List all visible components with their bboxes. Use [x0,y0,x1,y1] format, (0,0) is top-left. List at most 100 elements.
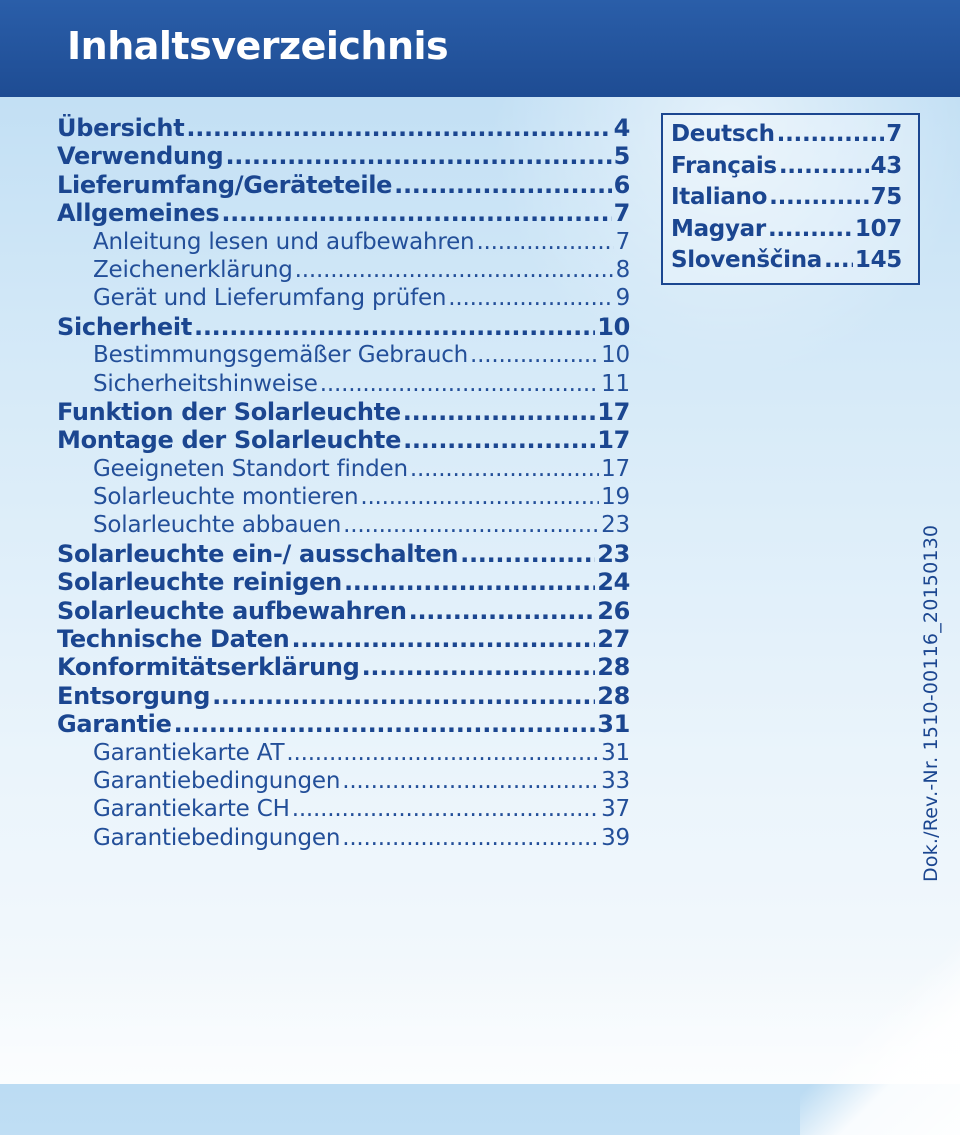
toc-subentry[interactable]: Anleitung lesen und aufbewahren 7 [57,228,630,256]
language-name: Italiano [671,184,768,210]
dot-leader [470,341,599,369]
page-curl-decoration [800,935,960,1135]
toc-entry-page: 24 [597,568,630,597]
toc-entry[interactable]: Solarleuchte reinigen 24 [57,568,630,596]
toc-entry-title: Solarleuchte ein-/ ausschalten [57,539,459,568]
language-entry[interactable]: Français 43 [671,151,902,183]
toc-entry-page: 17 [597,397,630,426]
toc-entry[interactable]: Übersicht 4 [57,114,630,142]
toc-entry-title: Montage der Solarleuchte [57,426,402,455]
toc-entry-title: Garantiekarte CH [93,796,290,823]
dot-leader [403,426,595,454]
toc-entry-page: 7 [615,228,630,255]
toc-subentry[interactable]: Gerät und Lieferumfang prüfen 9 [57,284,630,312]
language-page: 7 [886,121,902,147]
toc-entry-page: 4 [613,114,630,142]
toc-subentry[interactable]: Solarleuchte montieren 19 [57,483,630,511]
toc-entry-page: 11 [601,370,630,397]
toc-entry[interactable]: Sicherheit 10 [57,313,630,341]
toc-entry[interactable]: Solarleuchte ein-/ ausschalten 23 [57,540,630,568]
toc-entry-title: Entsorgung [57,681,211,710]
toc-entry[interactable]: Lieferumfang/Geräteteile 6 [57,171,630,199]
dot-leader [403,398,595,426]
toc-entry-page: 31 [597,710,630,739]
dot-leader [394,171,611,199]
toc-entry[interactable]: Verwendung 5 [57,142,630,170]
language-entry[interactable]: Deutsch 7 [671,119,902,151]
dot-leader [342,824,599,852]
dot-leader [186,114,611,142]
dot-leader [292,795,599,823]
toc-entry-title: Geeigneten Standort finden [93,455,408,482]
toc-entry[interactable]: Solarleuchte aufbewahren 26 [57,597,630,625]
toc-entry-title: Solarleuchte abbauen [93,512,342,539]
dot-leader [768,214,853,245]
toc-subentry[interactable]: Garantiekarte AT 31 [57,739,630,767]
toc-entry-title: Technische Daten [57,625,290,654]
toc-entry-title: Allgemeines [57,199,220,228]
toc-entry-title: Gerät und Lieferumfang prüfen [93,285,447,312]
toc-entry[interactable]: Entsorgung 28 [57,682,630,710]
language-page: 43 [870,152,902,179]
language-page: 107 [854,215,902,242]
toc-entry-title: Solarleuchte reinigen [57,568,342,597]
language-name: Slovenščina [671,247,823,273]
toc-subentry[interactable]: Geeigneten Standort finden 17 [57,455,630,483]
dot-leader [320,370,599,398]
dot-leader [221,199,611,227]
toc-entry[interactable]: Allgemeines 7 [57,199,630,227]
dot-leader [174,710,596,738]
toc-entry-page: 9 [615,285,630,312]
toc-subentry[interactable]: Garantiebedingungen 33 [57,767,630,795]
toc-entry-page: 26 [597,596,630,625]
toc-entry-title: Anleitung lesen und aufbewahren [93,228,475,255]
dot-leader [410,455,599,483]
toc-entry-title: Garantiebedingungen [93,824,341,851]
toc-subentry[interactable]: Garantiekarte CH 37 [57,795,630,823]
language-name: Deutsch [671,121,775,147]
dot-leader [286,739,599,767]
dot-leader [769,182,868,213]
toc-subentry[interactable]: Bestimmungsgemäßer Gebrauch 10 [57,341,630,369]
dot-leader [779,151,869,182]
toc-entry-title: Übersicht [57,114,185,142]
toc-entry-title: Verwendung [57,142,224,171]
toc-subentry[interactable]: Zeichenerklärung 8 [57,256,630,284]
toc-entry-page: 10 [597,312,630,341]
toc-entry[interactable]: Funktion der Solarleuchte 17 [57,398,630,426]
dot-leader [409,597,596,625]
language-entry[interactable]: Italiano 75 [671,182,902,214]
toc-entry-title: Garantie [57,710,172,739]
toc-entry[interactable]: Technische Daten 27 [57,625,630,653]
language-entry[interactable]: Slovenščina 145 [671,245,902,277]
toc-entry-title: Garantiebedingungen [93,767,341,794]
toc-entry-page: 28 [597,653,630,682]
dot-leader [344,568,595,596]
toc-entry-title: Solarleuchte aufbewahren [57,596,407,625]
language-page: 75 [870,184,902,210]
dot-leader [476,228,613,256]
dot-leader [342,767,599,795]
toc-entry-page: 28 [597,681,630,710]
dot-leader [824,245,853,276]
toc-entry-page: 27 [597,625,630,654]
toc-entry-title: Solarleuchte montieren [93,484,359,511]
dot-leader [360,483,599,511]
toc-entry[interactable]: Konformitätserklärung 28 [57,653,630,681]
toc-entry-title: Bestimmungsgemäßer Gebrauch [93,342,469,369]
toc-entry-title: Funktion der Solarleuchte [57,397,401,426]
toc-entry-page: 10 [601,342,630,369]
dot-leader [343,511,599,539]
toc-entry[interactable]: Garantie 31 [57,710,630,738]
toc-subentry[interactable]: Garantiebedingungen 39 [57,824,630,852]
dot-leader [460,540,595,568]
toc-entry-title: Konformitätserklärung [57,653,360,682]
toc-entry[interactable]: Montage der Solarleuchte 17 [57,426,630,454]
toc-subentry[interactable]: Sicherheitshinweise 11 [57,370,630,398]
toc-entry-page: 23 [597,539,630,568]
toc-subentry[interactable]: Solarleuchte abbauen 23 [57,511,630,539]
dot-leader [295,256,614,284]
toc-entry-page: 37 [601,796,630,823]
toc-entry-page: 19 [601,484,630,511]
language-entry[interactable]: Magyar 107 [671,214,902,246]
